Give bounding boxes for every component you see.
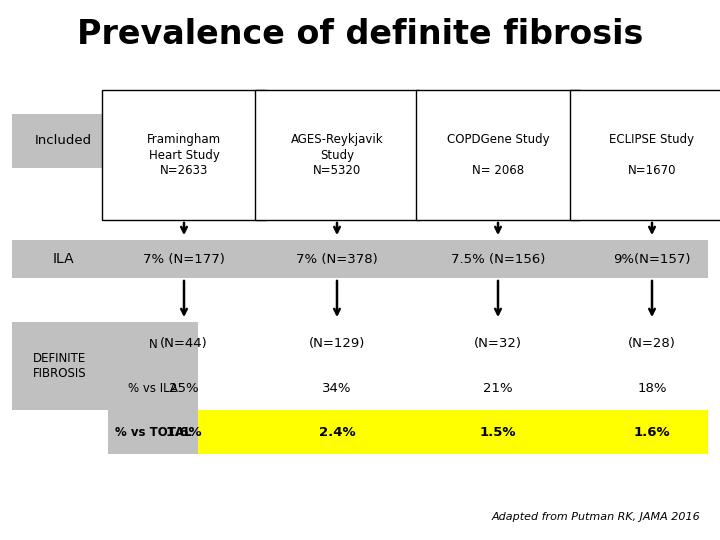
Text: ILA: ILA (52, 252, 74, 266)
Text: (N=28): (N=28) (628, 338, 676, 350)
Text: 7% (N=378): 7% (N=378) (296, 253, 378, 266)
Bar (108, 322, 198, 366)
Text: 25%: 25% (169, 381, 199, 395)
Text: COPDGene Study

N= 2068: COPDGene Study N= 2068 (446, 133, 549, 177)
Text: N: N (148, 338, 158, 350)
Text: Included: Included (35, 134, 91, 147)
Text: 1.5%: 1.5% (480, 426, 516, 438)
Bar (198, 410, 708, 454)
Bar (115, 240, 708, 278)
Text: (N=44): (N=44) (160, 338, 208, 350)
Bar (198, 366, 708, 410)
Text: Adapted from Putman RK, JAMA 2016: Adapted from Putman RK, JAMA 2016 (491, 512, 700, 522)
Bar (12, 240, 115, 278)
Bar (255, 90, 419, 220)
Text: 7.5% (N=156): 7.5% (N=156) (451, 253, 545, 266)
Text: (N=32): (N=32) (474, 338, 522, 350)
Text: 9%(N=157): 9%(N=157) (613, 253, 690, 266)
Bar (108, 410, 198, 454)
Text: 1.6%: 1.6% (634, 426, 670, 438)
Text: 18%: 18% (637, 381, 667, 395)
Text: Prevalence of definite fibrosis: Prevalence of definite fibrosis (77, 18, 643, 51)
Text: 21%: 21% (483, 381, 513, 395)
Text: 1.6%: 1.6% (166, 426, 202, 438)
Bar (12, 322, 108, 410)
Text: 7% (N=177): 7% (N=177) (143, 253, 225, 266)
Text: AGES-Reykjavik
Study
N=5320: AGES-Reykjavik Study N=5320 (291, 133, 383, 177)
Text: DEFINITE
FIBROSIS: DEFINITE FIBROSIS (33, 352, 87, 380)
Bar (416, 90, 580, 220)
Text: ECLIPSE Study

N=1670: ECLIPSE Study N=1670 (609, 133, 695, 177)
Bar (108, 366, 198, 410)
Bar (570, 90, 720, 220)
Bar (102, 90, 266, 220)
Text: % vs ILA: % vs ILA (128, 381, 178, 395)
Text: Framingham
Heart Study
N=2633: Framingham Heart Study N=2633 (147, 133, 221, 177)
Text: 2.4%: 2.4% (319, 426, 355, 438)
Bar (198, 322, 708, 366)
Bar (12, 114, 115, 168)
Text: % vs TOTAL: % vs TOTAL (114, 426, 192, 438)
Text: (N=129): (N=129) (309, 338, 365, 350)
Text: 34%: 34% (323, 381, 352, 395)
